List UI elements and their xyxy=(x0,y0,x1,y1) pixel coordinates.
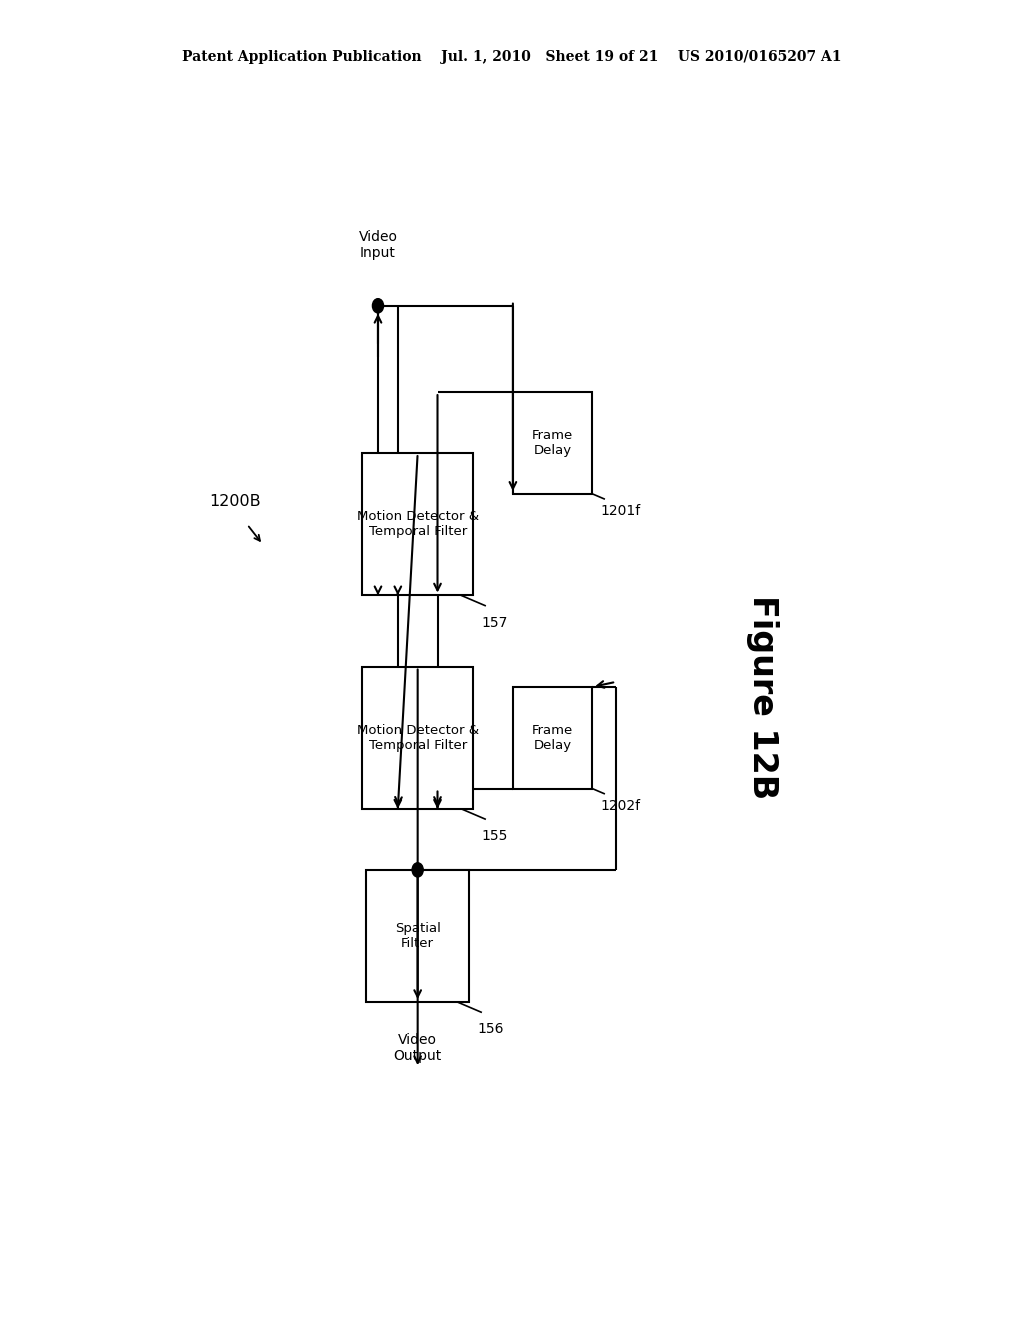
Text: Patent Application Publication    Jul. 1, 2010   Sheet 19 of 21    US 2010/01652: Patent Application Publication Jul. 1, 2… xyxy=(182,50,842,65)
Bar xyxy=(513,686,592,788)
Text: Frame
Delay: Frame Delay xyxy=(531,429,573,457)
Text: 1200B: 1200B xyxy=(209,494,261,510)
Bar xyxy=(362,453,473,595)
Text: Video
Output: Video Output xyxy=(393,1032,441,1063)
Text: Motion Detector &
Temporal Filter: Motion Detector & Temporal Filter xyxy=(356,723,479,752)
Text: Video
Input: Video Input xyxy=(358,230,397,260)
Text: 156: 156 xyxy=(477,1022,504,1036)
Bar xyxy=(362,667,473,809)
Circle shape xyxy=(412,863,423,876)
Bar xyxy=(367,870,469,1002)
Circle shape xyxy=(373,298,384,313)
Text: 1201f: 1201f xyxy=(600,504,640,517)
Bar xyxy=(513,392,592,494)
Text: Figure 12B: Figure 12B xyxy=(746,595,779,799)
Text: Frame
Delay: Frame Delay xyxy=(531,723,573,752)
Text: 1202f: 1202f xyxy=(600,799,640,813)
Text: Motion Detector &
Temporal Filter: Motion Detector & Temporal Filter xyxy=(356,511,479,539)
Text: 155: 155 xyxy=(481,829,508,843)
Text: Spatial
Filter: Spatial Filter xyxy=(394,921,440,950)
Text: 157: 157 xyxy=(481,615,508,630)
